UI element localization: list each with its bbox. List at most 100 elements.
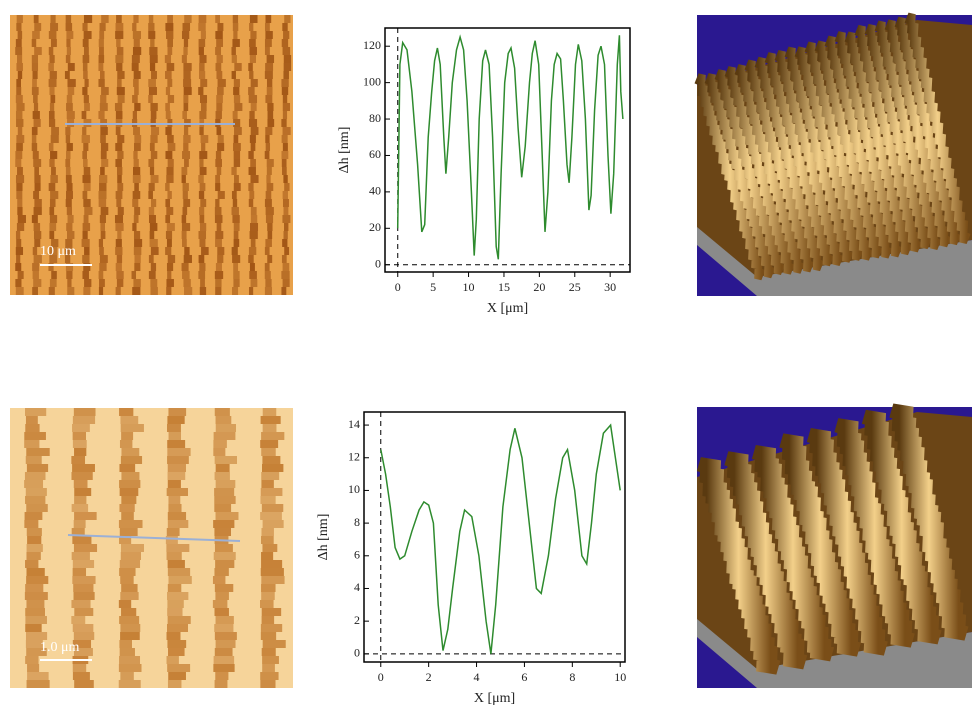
texture xyxy=(181,167,188,175)
texture xyxy=(281,151,289,159)
texture xyxy=(167,135,174,143)
ridge xyxy=(794,46,864,261)
texture xyxy=(198,71,206,79)
texture xyxy=(260,672,279,680)
texture xyxy=(121,448,140,456)
texture xyxy=(165,127,172,135)
texture xyxy=(51,271,57,279)
texture xyxy=(282,95,288,103)
texture xyxy=(283,63,292,71)
texture xyxy=(83,263,91,271)
y-tick-label: 20 xyxy=(369,220,381,234)
texture xyxy=(72,672,90,680)
texture xyxy=(282,103,291,111)
texture xyxy=(262,424,277,432)
texture xyxy=(116,279,124,287)
texture xyxy=(250,239,256,247)
texture xyxy=(167,608,183,616)
texture xyxy=(282,167,287,175)
texture xyxy=(261,592,275,600)
texture xyxy=(100,223,105,231)
texture xyxy=(265,279,272,287)
texture xyxy=(82,87,88,95)
texture xyxy=(16,223,25,231)
texture xyxy=(72,560,95,568)
texture xyxy=(26,448,50,456)
texture xyxy=(100,135,106,143)
texture xyxy=(16,191,23,199)
texture xyxy=(31,215,38,223)
texture xyxy=(48,111,55,119)
texture xyxy=(15,247,24,255)
texture xyxy=(83,183,91,191)
texture xyxy=(132,111,137,119)
texture xyxy=(72,576,96,584)
texture xyxy=(133,15,139,23)
texture xyxy=(212,600,228,608)
texture xyxy=(34,183,41,191)
texture xyxy=(282,111,288,119)
texture xyxy=(67,279,72,287)
texture xyxy=(216,95,223,103)
texture xyxy=(215,63,222,71)
y-tick-label: 2 xyxy=(354,613,360,627)
texture xyxy=(166,239,172,247)
texture xyxy=(281,135,288,143)
texture xyxy=(66,271,73,279)
texture xyxy=(215,231,224,239)
texture xyxy=(232,15,239,23)
texture xyxy=(115,127,121,135)
texture xyxy=(167,640,187,648)
y-tick-label: 80 xyxy=(369,111,381,125)
scale-label: 1.0 μm xyxy=(40,640,80,655)
texture xyxy=(118,600,132,608)
texture xyxy=(67,231,75,239)
texture xyxy=(262,544,278,552)
texture xyxy=(17,127,23,135)
texture xyxy=(264,151,270,159)
texture xyxy=(83,15,93,23)
texture xyxy=(181,239,187,247)
texture xyxy=(151,127,160,135)
texture xyxy=(15,231,21,239)
texture xyxy=(116,63,123,71)
texture xyxy=(73,480,88,488)
texture xyxy=(199,127,204,135)
texture xyxy=(232,23,239,31)
texture xyxy=(25,632,48,640)
texture xyxy=(48,143,54,151)
texture xyxy=(71,616,86,624)
texture xyxy=(115,247,123,255)
texture xyxy=(181,263,189,271)
texture xyxy=(198,271,206,279)
texture xyxy=(250,175,259,183)
texture xyxy=(65,55,71,63)
texture xyxy=(281,287,287,295)
texture xyxy=(183,87,192,95)
texture xyxy=(264,263,270,271)
texture xyxy=(134,207,141,215)
texture xyxy=(67,215,74,223)
texture xyxy=(267,231,273,239)
texture xyxy=(25,456,42,464)
texture xyxy=(115,55,124,63)
texture xyxy=(120,632,140,640)
texture xyxy=(49,207,55,215)
texture xyxy=(260,488,283,496)
texture xyxy=(49,247,58,255)
texture xyxy=(16,79,21,87)
texture xyxy=(168,408,187,416)
texture xyxy=(232,111,238,119)
texture xyxy=(183,135,191,143)
texture xyxy=(98,79,105,87)
texture xyxy=(266,87,273,95)
texture xyxy=(267,111,274,119)
texture xyxy=(182,271,190,279)
texture xyxy=(81,239,90,247)
texture xyxy=(214,648,233,656)
texture xyxy=(148,159,155,167)
texture xyxy=(66,31,74,39)
texture xyxy=(282,143,288,151)
texture xyxy=(215,239,222,247)
x-tick-label: 25 xyxy=(569,280,581,294)
